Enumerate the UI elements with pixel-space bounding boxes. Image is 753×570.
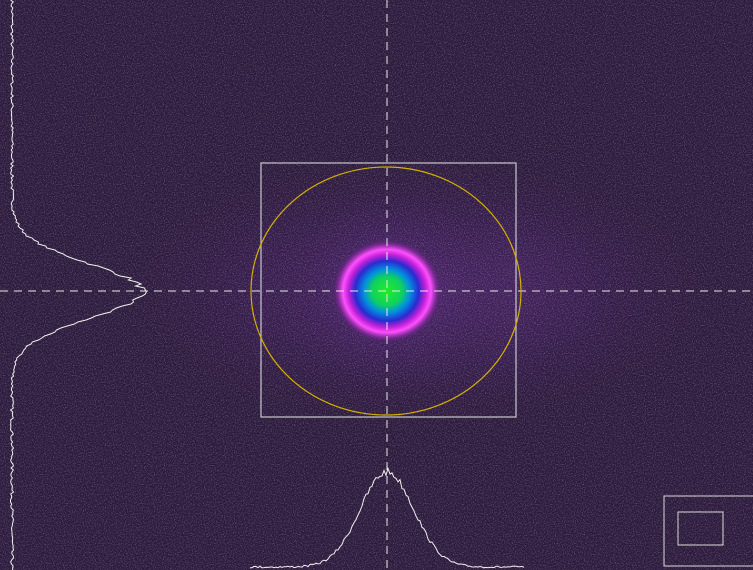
horizontal-profile	[249, 466, 525, 569]
fit-ellipse	[250, 166, 522, 416]
overview-roi	[677, 511, 724, 546]
overview-frame	[663, 495, 753, 567]
beam-spot	[332, 239, 442, 343]
vertical-profile	[9, 0, 147, 570]
aperture-box	[260, 162, 517, 418]
